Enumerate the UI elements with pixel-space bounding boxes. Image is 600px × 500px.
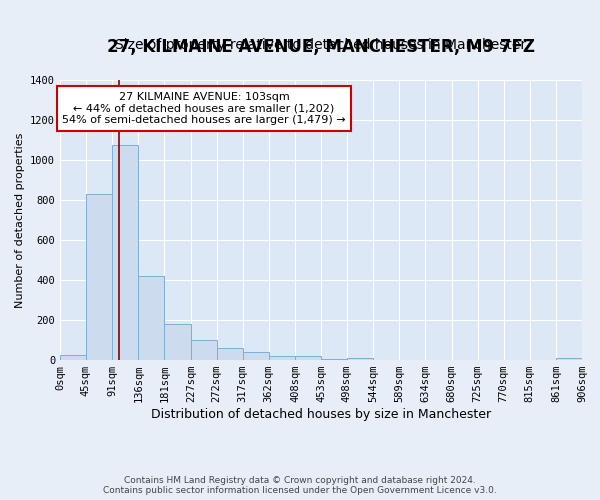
Bar — [217, 348, 242, 360]
Text: 27, KILMAINE AVENUE, MANCHESTER, M9 7FZ: 27, KILMAINE AVENUE, MANCHESTER, M9 7FZ — [107, 38, 535, 56]
Bar — [295, 356, 321, 360]
X-axis label: Distribution of detached houses by size in Manchester: Distribution of detached houses by size … — [151, 408, 491, 421]
Bar — [139, 276, 164, 360]
Bar — [242, 352, 269, 360]
Title: Size of property relative to detached houses in Manchester: Size of property relative to detached ho… — [115, 38, 527, 52]
Bar — [321, 359, 347, 360]
Bar — [164, 324, 191, 360]
Bar — [556, 358, 582, 360]
Bar — [60, 355, 86, 360]
Bar — [347, 358, 373, 360]
Text: Contains HM Land Registry data © Crown copyright and database right 2024.
Contai: Contains HM Land Registry data © Crown c… — [103, 476, 497, 495]
Bar — [191, 340, 217, 360]
Y-axis label: Number of detached properties: Number of detached properties — [14, 132, 25, 308]
Bar — [112, 145, 139, 360]
Bar — [86, 194, 112, 360]
Bar — [269, 356, 295, 360]
Text: 27 KILMAINE AVENUE: 103sqm
← 44% of detached houses are smaller (1,202)
54% of s: 27 KILMAINE AVENUE: 103sqm ← 44% of deta… — [62, 92, 346, 125]
